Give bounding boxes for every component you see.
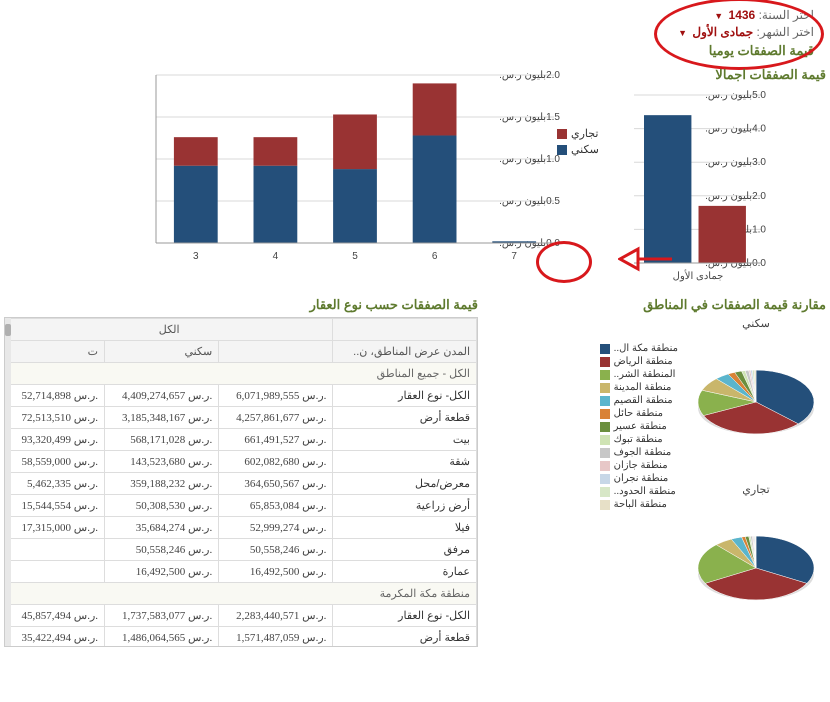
month-filter-value[interactable]: جمادى الأول <box>692 25 753 39</box>
pie-commercial <box>686 498 826 638</box>
filters-panel: اختر السنة: 1436 ▼ اختر الشهر: جمادى الأ… <box>4 4 826 67</box>
svg-text:0.5بليون ر.س.: 0.5بليون ر.س. <box>499 196 560 207</box>
table-row: بيت661,491,527 ر.س.568,171,028 ر.س.93,32… <box>6 429 477 451</box>
table-col-3: ت <box>6 341 105 363</box>
region-legend-item: منطقة مكة ال.. <box>600 343 678 354</box>
svg-text:5: 5 <box>352 251 358 262</box>
region-legend-item: منطقة تبوك <box>600 434 678 445</box>
month-filter-label: اختر الشهر: <box>756 25 814 39</box>
svg-text:2.0بليون ر.س.: 2.0بليون ر.س. <box>705 191 766 202</box>
table-row: الكل- نوع العقار6,071,989,555 ر.س.4,409,… <box>6 385 477 407</box>
svg-text:جمادى الأول: جمادى الأول <box>673 270 724 282</box>
region-comparison-title: مقارنة قيمة الصفقات في المناطق <box>486 297 826 313</box>
chevron-down-icon[interactable]: ▼ <box>678 28 687 38</box>
table-row: مرفق50,558,246 ر.س.50,558,246 ر.س. <box>6 539 477 561</box>
chevron-down-icon[interactable]: ▼ <box>714 11 723 21</box>
region-legend: منطقة مكة ال.. منطقة الرياض المنطقة الشر..… <box>600 317 678 641</box>
table-row: الكل- نوع العقار2,283,440,571 ر.س.1,737,… <box>6 605 477 627</box>
total-chart-title: قيمة الصفقات اجمالا <box>626 67 826 83</box>
table-group-row: الكل - جميع المناطق <box>6 363 477 385</box>
pie-commercial-label: تجاري <box>686 483 826 496</box>
table-title: قيمة الصفقات حسب نوع العقار <box>4 297 478 313</box>
table-col-0: المدن عرض المناطق، ن.. <box>333 341 477 363</box>
svg-text:4.0بليون ر.س.: 4.0بليون ر.س. <box>705 124 766 135</box>
svg-text:3.0بليون ر.س.: 3.0بليون ر.س. <box>705 157 766 168</box>
table-row: معرض/محل364,650,567 ر.س.359,188,232 ر.س.… <box>6 473 477 495</box>
year-filter-value[interactable]: 1436 <box>729 8 756 22</box>
year-filter-label: اختر السنة: <box>759 8 814 22</box>
property-type-table: الكل المدن عرض المناطق، ن.. سكنيت الكل - … <box>5 318 477 647</box>
region-comparison: مقارنة قيمة الصفقات في المناطق سكني تجار… <box>486 297 826 647</box>
pie-residential <box>686 332 826 472</box>
legend-swatch-residential <box>557 145 567 155</box>
region-legend-item: المنطقة الشر.. <box>600 369 678 380</box>
table-row: عمارة16,492,500 ر.س.16,492,500 ر.س. <box>6 561 477 583</box>
svg-text:7: 7 <box>511 251 517 262</box>
table-row: أرض زراعية65,853,084 ر.س.50,308,530 ر.س.… <box>6 495 477 517</box>
legend-residential-label: سكني <box>571 143 599 156</box>
legend-commercial-label: تجاري <box>571 127 598 140</box>
svg-text:1.0بليون ر.س.: 1.0بليون ر.س. <box>499 154 560 165</box>
svg-text:3: 3 <box>193 251 199 262</box>
legend-swatch-commercial <box>557 129 567 139</box>
table-col-2: سكني <box>105 341 219 363</box>
region-legend-item: منطقة المدينة <box>600 382 678 393</box>
svg-text:2.0بليون ر.س.: 2.0بليون ر.س. <box>499 70 560 81</box>
svg-text:5.0بليون ر.س.: 5.0بليون ر.س. <box>705 90 766 101</box>
daily-chart: 0.0بليون ر.س.0.5بليون ر.س.1.0بليون ر.س.1… <box>82 67 618 287</box>
svg-text:6: 6 <box>432 251 438 262</box>
total-chart: قيمة الصفقات اجمالا 0.0بليون ر.س.1.0بليو… <box>626 67 826 287</box>
property-type-table-section: قيمة الصفقات حسب نوع العقار الكل المدن ع… <box>4 297 478 647</box>
region-legend-item: منطقة الرياض <box>600 356 678 367</box>
table-row: قطعة أرض4,257,861,677 ر.س.3,185,348,167 … <box>6 407 477 429</box>
table-group-row: منطقة مكة المكرمة <box>6 583 477 605</box>
region-legend-item: منطقة الباحة <box>600 499 678 510</box>
pie-residential-label: سكني <box>686 317 826 330</box>
region-legend-item: منطقة القصيم <box>600 395 678 406</box>
region-legend-item: منطقة الحدود.. <box>600 486 678 497</box>
region-legend-item: منطقة حائل <box>600 408 678 419</box>
region-legend-item: منطقة جازان <box>600 460 678 471</box>
region-legend-item: منطقة عسير <box>600 421 678 432</box>
table-scrollbar[interactable] <box>5 318 11 646</box>
table-row: شقة602,082,680 ر.س.143,523,680 ر.س.58,55… <box>6 451 477 473</box>
daily-chart-title: قيمة الصفقات يوميا <box>16 43 814 59</box>
svg-text:1.5بليون ر.س.: 1.5بليون ر.س. <box>499 112 560 123</box>
table-row: فيلا52,999,274 ر.س.35,684,274 ر.س.17,315… <box>6 517 477 539</box>
svg-text:4: 4 <box>273 251 279 262</box>
daily-legend: تجاري سكني <box>557 127 617 159</box>
region-legend-item: منطقة الجوف <box>600 447 678 458</box>
table-row: قطعة أرض1,571,487,059 ر.س.1,486,064,565 … <box>6 627 477 648</box>
table-col-1 <box>219 341 333 363</box>
table-header-top: الكل <box>6 319 333 341</box>
region-legend-item: منطقة نجران <box>600 473 678 484</box>
